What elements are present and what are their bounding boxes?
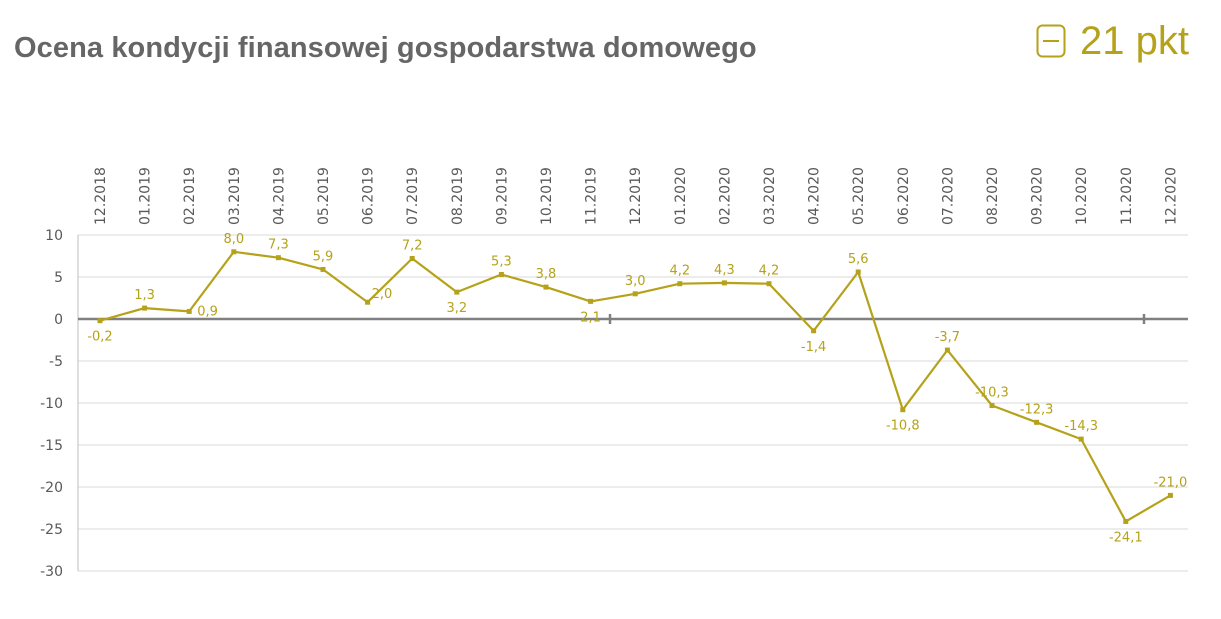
data-point xyxy=(900,407,906,413)
data-point xyxy=(186,308,192,314)
x-tick-label: 03.2020 xyxy=(762,167,778,225)
x-tick-label: 07.2019 xyxy=(405,167,421,225)
data-label: 3,2 xyxy=(446,301,467,316)
data-point xyxy=(632,291,638,297)
y-tick-label: 0 xyxy=(54,312,63,328)
data-label: 3,0 xyxy=(625,274,646,289)
data-point xyxy=(989,403,995,409)
data-point xyxy=(365,299,371,305)
data-label: -14,3 xyxy=(1064,419,1098,434)
gridlines xyxy=(78,234,1188,572)
data-label: -12,3 xyxy=(1020,402,1054,417)
data-point xyxy=(231,249,237,255)
data-label: -21,0 xyxy=(1154,475,1188,490)
y-tick-label: -5 xyxy=(49,354,63,370)
x-tick-label: 09.2019 xyxy=(494,167,510,225)
x-tick-label: 06.2019 xyxy=(361,167,377,225)
x-tick-label: 12.2020 xyxy=(1163,167,1179,225)
x-tick-label: 08.2020 xyxy=(985,167,1001,225)
data-point xyxy=(1034,419,1040,425)
x-tick-label: 02.2019 xyxy=(182,167,198,225)
data-point xyxy=(1167,492,1173,498)
data-label: 5,9 xyxy=(313,249,334,264)
series-line xyxy=(97,249,1173,524)
data-point xyxy=(677,281,683,287)
data-label: -0,2 xyxy=(87,330,112,345)
data-point xyxy=(721,280,727,286)
data-label: 4,2 xyxy=(669,264,690,279)
y-tick-label: -20 xyxy=(40,480,63,496)
data-point xyxy=(97,318,103,324)
data-point xyxy=(142,305,148,311)
data-label: -10,8 xyxy=(886,419,920,434)
data-point xyxy=(454,289,460,295)
data-point xyxy=(409,256,415,262)
data-label: 4,2 xyxy=(759,264,780,279)
x-axis-ticks: 12.2018 01.2019 02.2019 03.2019 04.2019 05.20… xyxy=(93,167,1179,225)
page-title: Ocena kondycji finansowej gospodarstwa d… xyxy=(14,32,757,64)
x-tick-label: 05.2020 xyxy=(851,167,867,225)
data-label: 5,6 xyxy=(848,252,869,267)
axes xyxy=(77,235,1188,571)
data-point xyxy=(1078,436,1084,442)
x-tick-label: 04.2020 xyxy=(807,167,823,225)
minus-box-icon xyxy=(1036,24,1066,58)
y-tick-label: -10 xyxy=(40,396,63,412)
data-point xyxy=(1123,518,1129,524)
data-label: 4,3 xyxy=(714,263,735,278)
x-tick-label: 12.2019 xyxy=(628,167,644,225)
data-label: 8,0 xyxy=(223,232,244,247)
data-label: -24,1 xyxy=(1109,530,1143,545)
y-tick-label: -25 xyxy=(40,522,63,538)
data-label: -10,3 xyxy=(975,386,1009,401)
x-tick-label: 03.2019 xyxy=(227,167,243,225)
data-labels: -0,2 1,3 0,9 8,0 7,3 5,9 2,0 7,2 3,2 5,3 3,8 2,1 3,0… xyxy=(87,232,1187,546)
x-tick-label: 05.2019 xyxy=(316,167,332,225)
data-label: 2,0 xyxy=(372,287,393,302)
data-label: 3,8 xyxy=(536,267,557,282)
x-tick-label: 04.2019 xyxy=(271,167,287,225)
x-tick-label: 10.2019 xyxy=(539,167,555,225)
data-point xyxy=(543,284,549,290)
data-point xyxy=(811,328,817,334)
x-tick-label: 07.2020 xyxy=(940,167,956,225)
y-axis-ticks: 10 5 0 -5 -10 -15 -20 -25 -30 xyxy=(40,228,63,580)
data-point xyxy=(320,266,326,272)
y-tick-label: -30 xyxy=(40,564,63,580)
data-point xyxy=(855,269,861,275)
score-change-value: 21 pkt xyxy=(1080,19,1189,63)
x-tick-label: 08.2019 xyxy=(450,167,466,225)
data-label: 2,1 xyxy=(580,310,601,325)
data-point xyxy=(498,271,504,277)
y-tick-label: -15 xyxy=(40,438,63,454)
score-change-badge: 21 pkt xyxy=(1036,18,1189,64)
data-point xyxy=(275,255,281,261)
data-label: -1,4 xyxy=(801,340,826,355)
x-tick-label: 09.2020 xyxy=(1030,167,1046,225)
data-label: 5,3 xyxy=(491,254,512,269)
x-tick-label: 01.2019 xyxy=(138,167,154,225)
data-point xyxy=(944,347,950,353)
y-tick-label: 10 xyxy=(45,228,63,244)
data-point xyxy=(766,281,772,287)
data-label: 0,9 xyxy=(197,304,218,319)
data-label: 7,3 xyxy=(268,238,289,253)
x-tick-label: 06.2020 xyxy=(896,167,912,225)
data-label: 7,2 xyxy=(402,239,423,254)
x-tick-label: 12.2018 xyxy=(93,167,109,225)
x-tick-label: 11.2019 xyxy=(584,167,600,225)
x-tick-label: 02.2020 xyxy=(717,167,733,225)
y-tick-label: 5 xyxy=(54,270,63,286)
data-label: 1,3 xyxy=(134,288,155,303)
x-tick-label: 10.2020 xyxy=(1074,167,1090,225)
data-point xyxy=(588,298,594,304)
x-tick-label: 01.2020 xyxy=(673,167,689,225)
x-tick-label: 11.2020 xyxy=(1119,167,1135,225)
data-label: -3,7 xyxy=(935,330,960,345)
